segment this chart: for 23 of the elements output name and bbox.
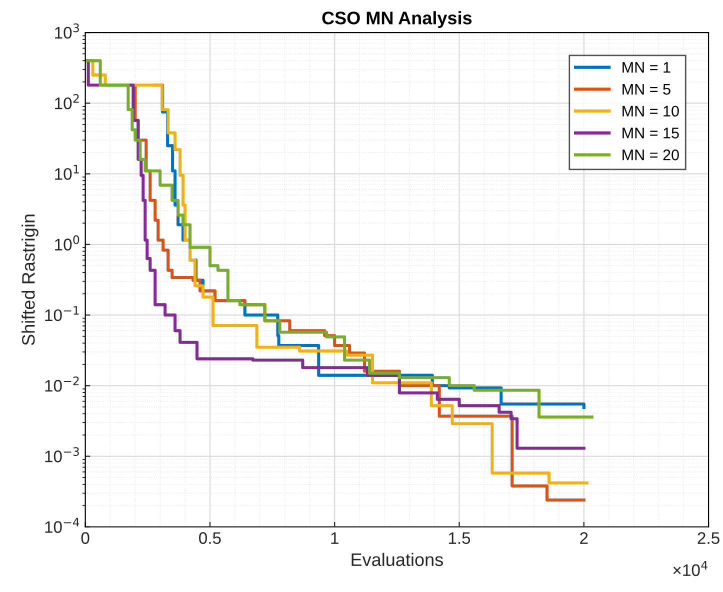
legend-label: MN = 1 <box>622 62 670 73</box>
legend-label: MN = 10 <box>622 106 679 117</box>
y-tick-label: 10$^{−3}$ <box>45 447 79 462</box>
x-tick-label: 1 <box>331 532 338 544</box>
x-tick-label: 2 <box>580 532 588 544</box>
y-tick-label: 10$^{−1}$ <box>45 306 79 322</box>
x-tick-label: 2.5 <box>698 532 720 544</box>
y-tick-label: 10$^{−2}$ <box>45 376 79 392</box>
y-axis-title: Shifted Rastrigin <box>22 214 38 346</box>
chart-title: CSO MN Analysis <box>322 11 472 28</box>
y-tick-label: 10$^{0}$ <box>55 235 80 250</box>
y-tick-label: 10$^{−4}$ <box>45 518 80 533</box>
y-tick-label: 10$^{1}$ <box>55 164 79 180</box>
legend-label: MN = 5 <box>622 84 670 95</box>
x-axis-title: Evaluations <box>352 552 443 566</box>
x-tick-label: 1.5 <box>448 532 470 544</box>
legend-label: MN = 20 <box>622 150 679 160</box>
y-tick-label: 10$^{2}$ <box>55 94 79 110</box>
legend-label: MN = 15 <box>622 128 679 138</box>
y-tick-label: 10$^{3}$ <box>55 23 79 39</box>
text: ×10$^{4}$ <box>673 561 708 576</box>
x-tick-label: 0.5 <box>199 532 221 544</box>
x-tick-label: 0 <box>81 532 90 544</box>
